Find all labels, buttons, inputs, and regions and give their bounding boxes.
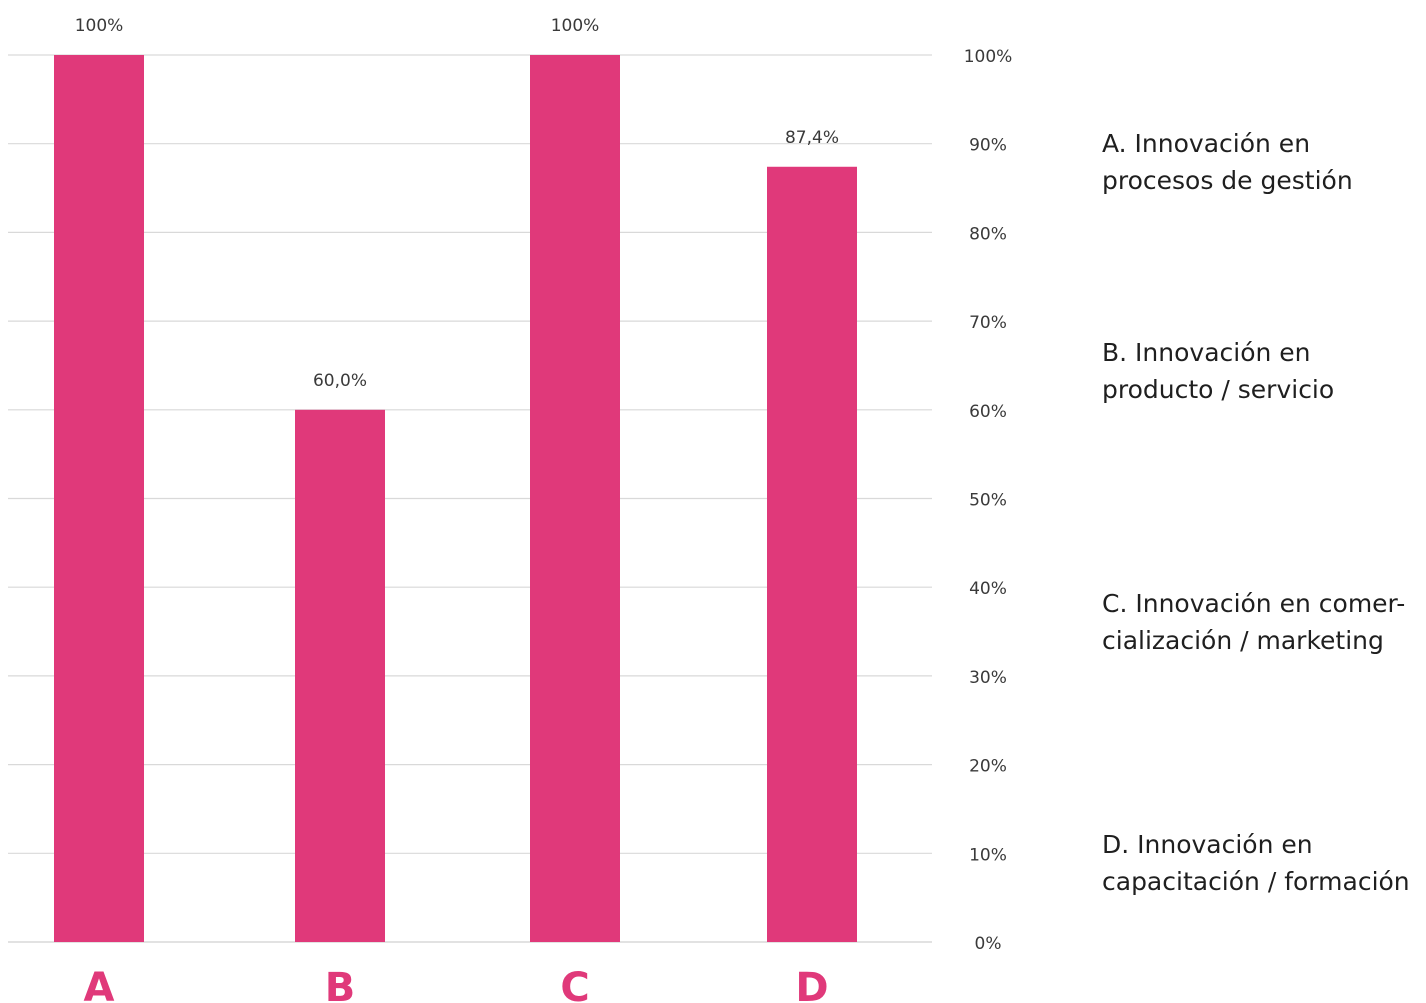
legend-entry-a: A. Innovación en procesos de gestión xyxy=(1102,125,1422,199)
legend-entry-c-line-1: C. Innovación en comer- xyxy=(1102,589,1406,618)
y-tick-label: 100% xyxy=(964,47,1013,67)
bars xyxy=(54,55,857,943)
legend-entry-c: C. Innovación en comer- cialización / ma… xyxy=(1102,585,1422,659)
category-label-c: C xyxy=(560,965,589,1003)
bar-b xyxy=(295,409,385,942)
y-tick-label: 70% xyxy=(969,313,1007,333)
y-tick-label: 50% xyxy=(969,491,1007,511)
category-label-b: B xyxy=(325,965,356,1003)
bar-value-label: 100% xyxy=(75,16,124,36)
legend-entry-c-line-2: cialización / marketing xyxy=(1102,626,1384,655)
bar-c xyxy=(530,55,620,942)
category-label-a: A xyxy=(84,965,115,1003)
legend-entry-d-line-1: D. Innovación en xyxy=(1102,830,1313,859)
legend-entry-b-line-1: B. Innovación en xyxy=(1102,338,1311,367)
x-axis-category-labels: A B C D xyxy=(84,965,829,1003)
legend-entry-d-line-2: capacitación / formación xyxy=(1102,867,1410,896)
bar-value-label: 100% xyxy=(551,16,600,36)
y-tick-label: 40% xyxy=(969,579,1007,599)
grid-lines xyxy=(8,54,932,943)
legend-entry-b: B. Innovación en producto / servicio xyxy=(1102,334,1422,408)
y-tick-label: 60% xyxy=(969,402,1007,422)
legend-entry-a-line-1: A. Innovación en xyxy=(1102,129,1311,158)
bar-value-label: 60,0% xyxy=(313,371,367,391)
bar-a xyxy=(54,55,144,942)
bar-d xyxy=(767,166,857,943)
category-label-d: D xyxy=(795,965,828,1003)
bar-value-labels: 100% 60,0% 100% 87,4% xyxy=(75,16,839,391)
bar-value-label: 87,4% xyxy=(785,128,839,148)
y-tick-label: 30% xyxy=(969,668,1007,688)
y-tick-label: 0% xyxy=(975,934,1002,954)
y-axis-tick-labels: 0% 10% 20% 30% 40% 50% 60% 70% 80% 90% 100% xyxy=(964,47,1013,954)
y-tick-label: 80% xyxy=(969,224,1007,244)
y-tick-label: 10% xyxy=(969,845,1007,865)
legend-entry-a-line-2: procesos de gestión xyxy=(1102,166,1353,195)
y-tick-label: 90% xyxy=(969,136,1007,156)
legend-entry-b-line-2: producto / servicio xyxy=(1102,375,1335,404)
legend-entry-d: D. Innovación en capacitación / formació… xyxy=(1102,826,1422,900)
y-tick-label: 20% xyxy=(969,757,1007,777)
